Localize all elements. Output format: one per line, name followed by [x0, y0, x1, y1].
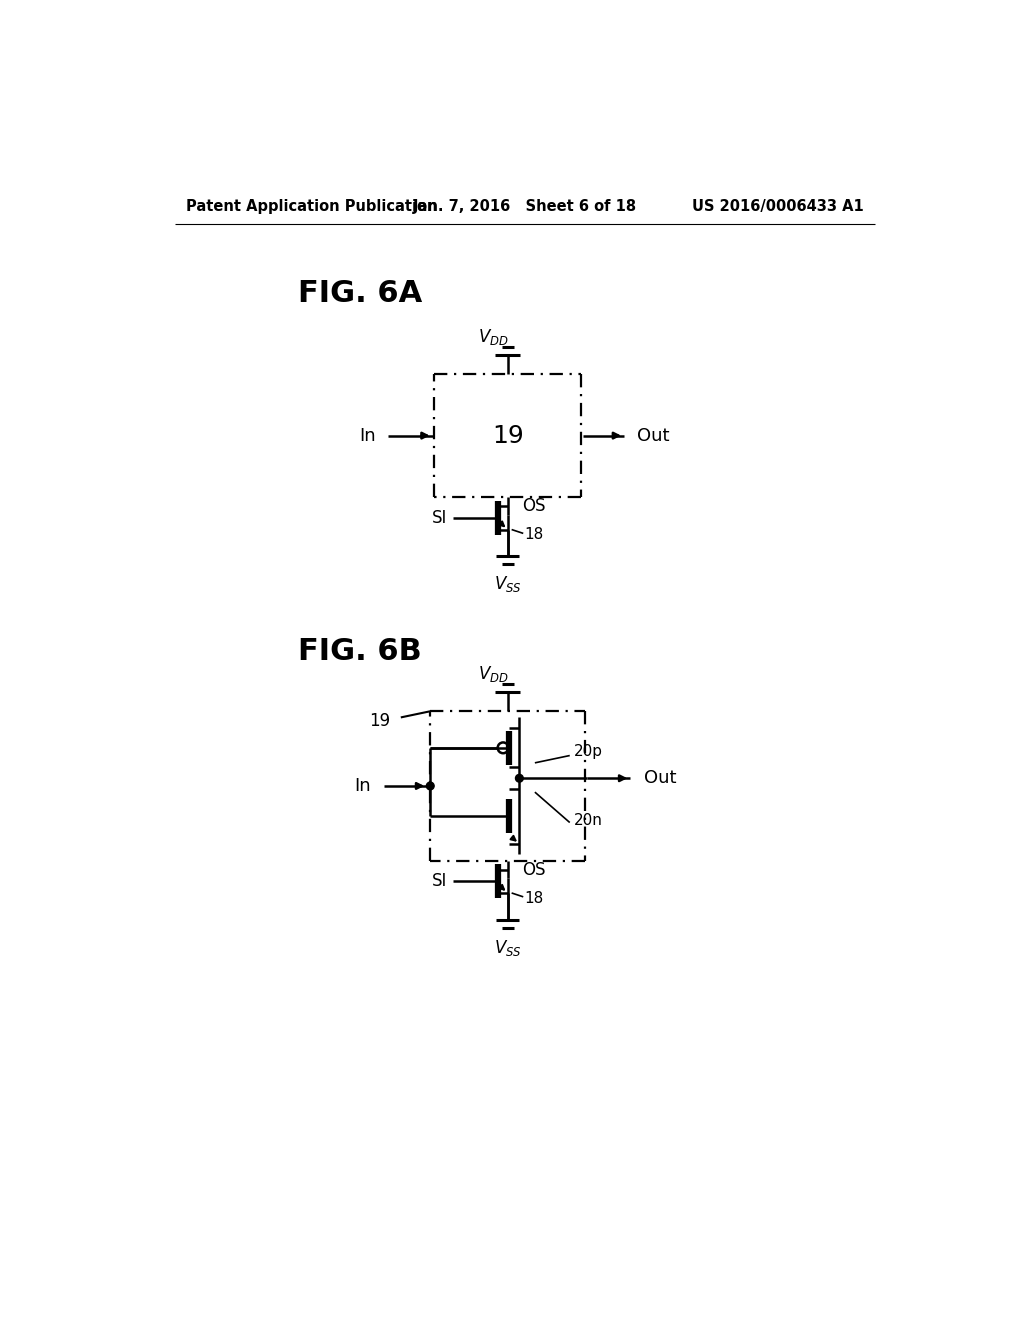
Text: In: In — [354, 777, 372, 795]
Text: Jan. 7, 2016   Sheet 6 of 18: Jan. 7, 2016 Sheet 6 of 18 — [413, 198, 637, 214]
Text: 20p: 20p — [573, 744, 603, 759]
Text: $V_{SS}$: $V_{SS}$ — [494, 937, 521, 957]
Text: Out: Out — [644, 770, 677, 787]
Text: 18: 18 — [524, 528, 544, 543]
Text: 19: 19 — [369, 711, 390, 730]
Text: FIG. 6A: FIG. 6A — [299, 279, 423, 308]
Text: OS: OS — [521, 861, 545, 879]
Text: $V_{DD}$: $V_{DD}$ — [478, 327, 509, 347]
Circle shape — [515, 775, 523, 781]
Text: 19: 19 — [492, 424, 523, 447]
Text: Patent Application Publication: Patent Application Publication — [186, 198, 437, 214]
Text: $V_{DD}$: $V_{DD}$ — [478, 664, 509, 684]
Text: $V_{SS}$: $V_{SS}$ — [494, 574, 521, 594]
Text: In: In — [359, 426, 376, 445]
Text: US 2016/0006433 A1: US 2016/0006433 A1 — [692, 198, 864, 214]
Text: 20n: 20n — [573, 813, 602, 828]
Text: SI: SI — [432, 873, 447, 891]
Text: SI: SI — [432, 510, 447, 527]
Text: OS: OS — [521, 498, 545, 515]
Text: FIG. 6B: FIG. 6B — [299, 636, 422, 665]
Circle shape — [426, 781, 434, 789]
Text: 18: 18 — [524, 891, 544, 906]
Text: Out: Out — [637, 426, 670, 445]
